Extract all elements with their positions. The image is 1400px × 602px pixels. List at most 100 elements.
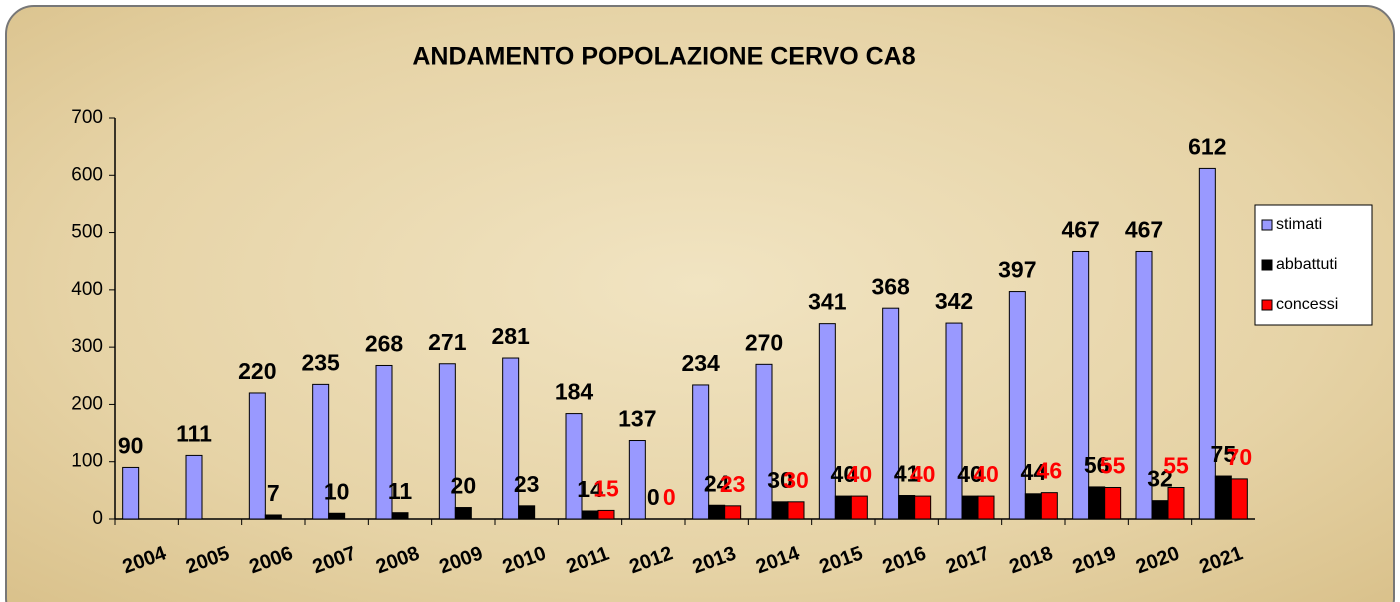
value-label: 75 (1211, 441, 1237, 467)
value-label: 30 (783, 467, 809, 493)
value-label: 90 (118, 433, 144, 459)
value-label: 342 (935, 288, 973, 314)
bar (708, 504, 726, 520)
bar (518, 505, 536, 520)
bar (1167, 486, 1185, 520)
bar (391, 512, 409, 520)
y-tick-label: 600 (71, 164, 103, 185)
value-label: 46 (1037, 458, 1063, 484)
value-label: 44 (1021, 459, 1047, 485)
bar (945, 322, 963, 520)
value-label: 23 (720, 471, 746, 497)
bar (1198, 167, 1216, 520)
legend-swatch (1261, 259, 1273, 271)
value-label: 11 (388, 478, 413, 504)
bar (882, 307, 900, 520)
value-label: 40 (973, 461, 999, 487)
bar (375, 364, 393, 520)
bar (264, 514, 282, 520)
value-label: 40 (910, 461, 936, 487)
value-label: 137 (618, 406, 656, 432)
bar (1104, 486, 1122, 520)
value-label: 0 (647, 484, 660, 510)
panel (5, 5, 1395, 602)
value-label: 220 (238, 358, 276, 384)
bar (1040, 492, 1058, 520)
value-label: 341 (808, 289, 847, 315)
y-tick-label: 300 (71, 336, 103, 357)
value-label: 397 (998, 257, 1036, 283)
bar (1024, 493, 1042, 520)
value-label: 55 (1163, 453, 1189, 479)
value-label: 70 (1227, 444, 1253, 470)
bar (898, 495, 916, 520)
legend-label: concessi (1276, 296, 1338, 313)
bar (438, 363, 456, 520)
value-label: 268 (365, 331, 404, 357)
bar (1230, 478, 1248, 520)
y-tick-label: 500 (71, 222, 103, 243)
value-label: 23 (514, 471, 540, 497)
value-label: 368 (871, 273, 910, 299)
bar (1072, 250, 1090, 520)
bar (834, 495, 852, 520)
value-label: 14 (577, 476, 603, 502)
bar (850, 495, 868, 520)
value-label: 55 (1100, 453, 1126, 479)
bar (977, 495, 995, 520)
bar (565, 413, 583, 520)
value-label: 56 (1084, 452, 1110, 478)
legend-swatch (1261, 299, 1273, 311)
value-label: 41 (894, 461, 920, 487)
bar (328, 512, 346, 520)
value-label: 270 (745, 329, 783, 355)
value-label: 467 (1125, 217, 1163, 243)
y-tick-label: 200 (71, 393, 103, 414)
y-tick-label: 700 (71, 107, 103, 128)
bar (1088, 486, 1106, 520)
bar (787, 501, 805, 520)
bar (185, 454, 203, 520)
y-tick-label: 100 (71, 451, 103, 472)
bar (818, 323, 836, 520)
value-label: 15 (593, 475, 619, 501)
value-label: 111 (176, 420, 212, 446)
value-label: 0 (663, 484, 676, 510)
bar (122, 466, 140, 520)
bar (1135, 250, 1153, 520)
y-tick-label: 400 (71, 279, 103, 300)
value-label: 184 (555, 379, 594, 405)
bar (1008, 291, 1026, 520)
value-label: 40 (831, 461, 857, 487)
value-label: 235 (301, 349, 340, 375)
value-label: 612 (1188, 133, 1226, 159)
value-label: 467 (1061, 217, 1099, 243)
bar (961, 495, 979, 520)
bar (502, 357, 520, 520)
bar (1214, 475, 1232, 520)
y-tick-label: 0 (92, 508, 103, 529)
bar (724, 505, 742, 520)
value-label: 234 (681, 350, 720, 376)
value-label: 20 (451, 473, 477, 499)
legend-swatch (1261, 219, 1273, 231)
value-label: 30 (767, 467, 793, 493)
bar (771, 501, 789, 520)
bar (597, 509, 615, 520)
value-label: 281 (491, 323, 530, 349)
legend-label: stimati (1276, 216, 1322, 233)
bar (1151, 500, 1169, 520)
value-label: 10 (324, 478, 350, 504)
bar (914, 495, 932, 520)
bar (312, 383, 330, 520)
value-label: 40 (847, 461, 873, 487)
value-label: 7 (267, 480, 280, 506)
bar (581, 510, 599, 520)
bar (454, 507, 472, 520)
chart-title: ANDAMENTO POPOLAZIONE CERVO CA8 (412, 43, 915, 71)
legend (1254, 204, 1373, 326)
legend-label: abbattuti (1276, 256, 1337, 273)
value-label: 271 (428, 329, 467, 355)
bar (692, 384, 710, 520)
bar (755, 363, 773, 520)
